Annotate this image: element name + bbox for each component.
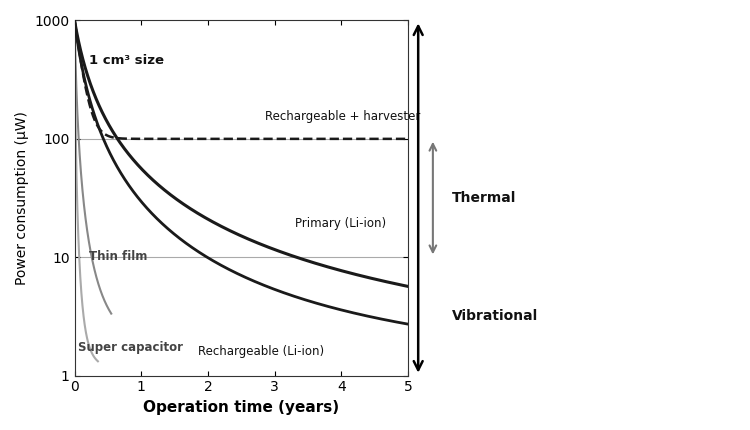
Text: Rechargeable (Li-ion): Rechargeable (Li-ion) — [198, 345, 324, 358]
Text: Thin film: Thin film — [89, 250, 148, 263]
Text: Rechargeable + harvester: Rechargeable + harvester — [265, 110, 420, 123]
Text: Primary (Li-ion): Primary (Li-ion) — [295, 217, 386, 230]
Text: Thermal: Thermal — [452, 191, 516, 205]
Text: Vibrational: Vibrational — [452, 310, 538, 323]
Y-axis label: Power consumption (μW): Power consumption (μW) — [15, 111, 29, 285]
X-axis label: Operation time (years): Operation time (years) — [143, 400, 340, 415]
Text: Super capacitor: Super capacitor — [78, 341, 183, 354]
Text: 1 cm³ size: 1 cm³ size — [89, 54, 164, 67]
